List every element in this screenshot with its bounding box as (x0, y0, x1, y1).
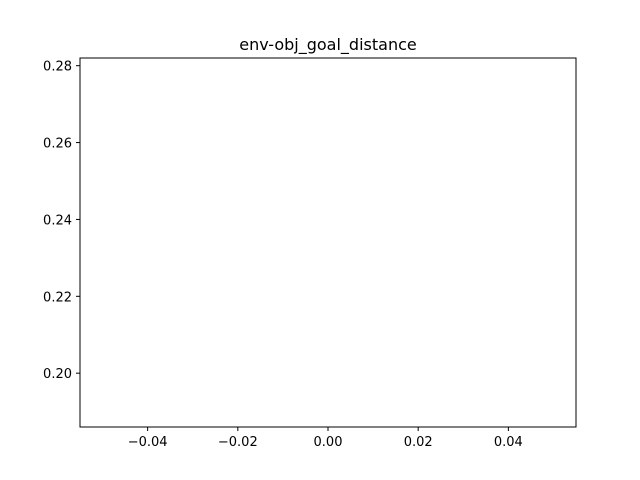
chart-title: env-obj_goal_distance (239, 35, 416, 55)
x-tick-label: −0.04 (128, 435, 168, 450)
y-tick-label: 0.26 (43, 137, 72, 152)
y-tick-label: 0.28 (43, 60, 72, 75)
x-tick-label: 0.02 (404, 435, 433, 450)
x-tick-label: 0.00 (314, 435, 343, 450)
x-axis: −0.04 −0.02 0.00 0.02 0.04 (128, 427, 523, 450)
x-tick-label: 0.04 (494, 435, 523, 450)
y-axis: 0.20 0.22 0.24 0.26 0.28 (43, 60, 80, 382)
y-tick-label: 0.24 (43, 213, 72, 228)
x-tick-label: −0.02 (218, 435, 258, 450)
y-tick-label: 0.20 (43, 367, 72, 382)
y-tick-label: 0.22 (43, 290, 72, 305)
